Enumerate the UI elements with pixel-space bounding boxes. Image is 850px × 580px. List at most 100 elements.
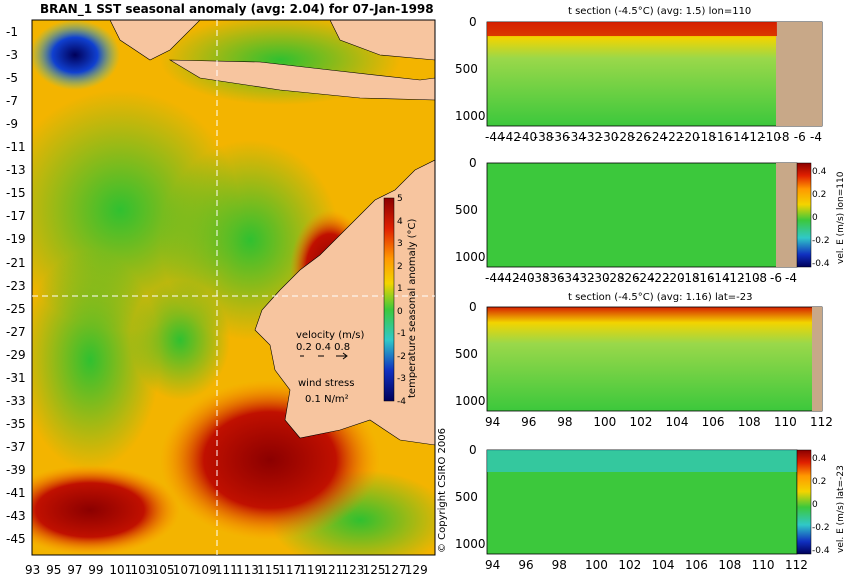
velocity-colorbar-lat-label: vel. E (m/s) lat=-23 [836, 465, 846, 553]
section-x-tick: 96 [521, 415, 537, 429]
section-x-tick: -26 [631, 130, 651, 144]
map-x-tick: 95 [46, 563, 62, 577]
section-x-tick: -34 [566, 130, 586, 144]
map-x-tick: 101 [109, 563, 133, 577]
map-x-tick: 121 [320, 563, 344, 577]
map-y-tick: -9 [6, 117, 18, 132]
section-x-tick: -12 [725, 271, 745, 285]
section-x-tick: -18 [696, 130, 716, 144]
map-y-tick: -15 [6, 186, 26, 201]
section-y-tick: 1000 [455, 250, 486, 264]
section-x-tick: -10 [761, 130, 781, 144]
section-x-tick: -40 [515, 271, 535, 285]
map-y-tick: -33 [6, 393, 26, 408]
section-x-tick: -42 [501, 130, 521, 144]
section-x-tick: 108 [718, 558, 742, 572]
map-x-tick: 127 [383, 563, 407, 577]
section-x-tick: 100 [585, 558, 608, 572]
section-x-tick: -28 [615, 130, 635, 144]
map-y-tick: -19 [6, 232, 26, 247]
section-x-tick: 98 [551, 558, 567, 572]
section-panels [486, 21, 823, 555]
section-x-tick: 96 [518, 558, 534, 572]
map-y-tick: -17 [6, 209, 26, 224]
map-x-tick: 125 [362, 563, 386, 577]
map-y-tick: -5 [6, 71, 18, 86]
velocity-colorbar-lat [796, 449, 812, 555]
section-y-tick: 0 [469, 300, 477, 314]
velocity-colorbar-tick: -0.2 [812, 236, 830, 246]
map-y-tick: -31 [6, 370, 26, 385]
section-x-tick: -8 [777, 130, 790, 144]
sst-colorbar-label: temperature seasonal anomaly (°C) [407, 218, 418, 398]
section-x-tick: -36 [550, 130, 570, 144]
section-x-tick: -22 [663, 130, 684, 144]
sst-colorbar-tick: 0 [397, 306, 403, 317]
map-y-tick: -29 [6, 347, 26, 362]
map-x-tick: 103 [130, 563, 154, 577]
map-x-tick: 113 [236, 563, 259, 577]
map-y-tick: -13 [6, 163, 26, 178]
section-y-tick: 1000 [455, 394, 486, 408]
section-x-tick: -8 [755, 271, 767, 285]
sst-colorbar-tick: 5 [397, 194, 403, 204]
velocity-colorbar-tick: 0.2 [812, 190, 827, 200]
velocity-colorbar-tick: 0.2 [812, 477, 827, 487]
section3-title: t section (-4.5°C) (avg: 1.16) lat=-23 [568, 292, 753, 303]
velocity-legend-values: 0.2 0.4 0.8 [296, 342, 351, 353]
section-x-tick: 104 [651, 558, 675, 572]
section-x-tick: -40 [517, 130, 538, 144]
section-x-tick: -4 [785, 271, 797, 285]
section-x-tick: 110 [751, 558, 775, 572]
section-x-tick: -44 [485, 271, 505, 285]
section-x-tick: 112 [785, 558, 808, 572]
map-x-tick: 105 [151, 563, 175, 577]
map-x-tick: 123 [341, 563, 365, 577]
velocity-colorbar-tick: 0.4 [812, 167, 827, 177]
sst-colorbar [383, 197, 395, 402]
map-x-tick: 117 [278, 563, 302, 577]
section-x-tick: 104 [665, 415, 689, 429]
section-x-tick: 102 [618, 558, 642, 572]
section-x-tick: -42 [500, 271, 520, 285]
map-y-tick: -45 [6, 532, 26, 547]
map-y-tick: -21 [6, 255, 26, 270]
section-x-tick: -24 [635, 271, 655, 285]
map-y-tick: -1 [6, 25, 18, 39]
sst-colorbar-tick: 1 [397, 284, 403, 294]
section-y-tick: 0 [469, 156, 477, 170]
section-x-tick: -34 [560, 271, 580, 285]
map-y-tick: -39 [6, 462, 26, 477]
velocity-arrows-legend [300, 352, 348, 360]
section-x-tick: 106 [685, 558, 708, 572]
map-y-tick: -7 [6, 94, 18, 109]
sst-colorbar-tick: -2 [397, 351, 406, 362]
map-y-tick: -25 [6, 301, 26, 316]
map-y-tick: -41 [6, 486, 26, 500]
section-x-tick: 110 [773, 415, 797, 429]
section-x-tick: -20 [665, 271, 685, 285]
map-y-tick: -23 [6, 278, 26, 293]
copyright: © Copyright CSIRO 2006 [437, 428, 448, 553]
velocity-legend-title: velocity (m/s) [296, 330, 365, 341]
velocity-colorbar-tick: 0 [812, 500, 818, 510]
section-x-tick: 100 [593, 415, 617, 429]
section-x-tick: 112 [810, 415, 833, 429]
section-y-tick: 0 [469, 15, 477, 29]
section-x-tick: -14 [728, 130, 749, 144]
map-x-tick: 111 [214, 563, 238, 577]
section-x-tick: -6 [793, 130, 806, 144]
section-y-tick: 0 [469, 443, 477, 457]
section-x-tick: -30 [590, 271, 610, 285]
section-x-tick: -28 [605, 271, 625, 285]
sst-colorbar-tick: -3 [397, 374, 406, 384]
section-x-tick: -12 [745, 130, 765, 144]
map-x-tick: 93 [25, 563, 41, 577]
section-x-tick: -20 [680, 130, 700, 144]
section-x-tick: -36 [545, 271, 565, 285]
section-x-tick: -6 [770, 271, 782, 285]
sst-colorbar-tick: -4 [397, 396, 406, 407]
section-x-tick: -10 [740, 271, 760, 285]
section-x-tick: -18 [680, 271, 700, 285]
